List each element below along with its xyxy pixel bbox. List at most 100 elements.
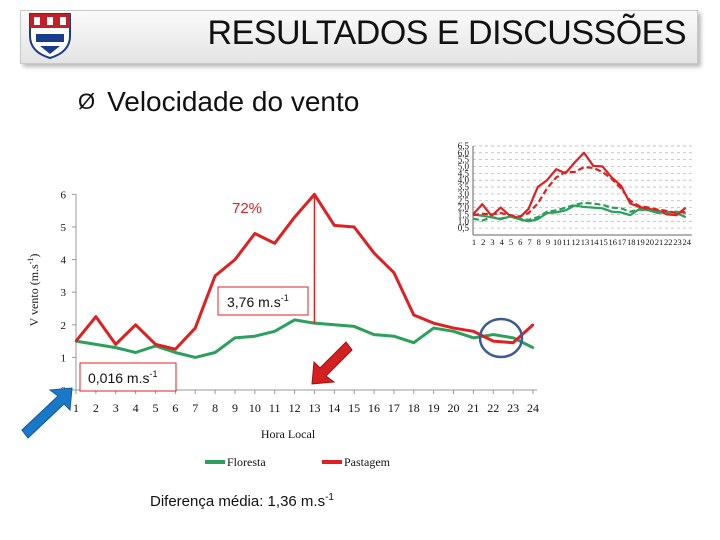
inset-y-tick-label: 0,5 <box>458 223 470 233</box>
x-tick-label: 12 <box>289 401 301 415</box>
inset-x-tick-label: 13 <box>581 237 590 247</box>
inset-x-tick-label: 1 <box>472 237 476 247</box>
x-tick-label: 21 <box>467 401 479 415</box>
x-tick-label: 5 <box>152 401 158 415</box>
inset-background <box>470 143 693 235</box>
data-point-pastagem <box>114 343 117 346</box>
inset-y-tick-label: 4,5 <box>458 168 470 178</box>
data-point-floresta <box>213 351 217 354</box>
inset-x-tick-label: 22 <box>664 237 673 247</box>
data-point-pastagem <box>154 343 157 346</box>
x-tick-label: 10 <box>249 401 261 415</box>
data-point-pastagem <box>472 330 475 333</box>
x-tick-label: 4 <box>133 401 139 415</box>
inset-x-tick-label: 4 <box>500 237 505 247</box>
data-point-floresta <box>452 330 455 333</box>
red-arrow-icon <box>311 341 353 385</box>
x-tick-label: 7 <box>192 401 198 415</box>
data-point-pastagem <box>293 216 296 219</box>
data-point-pastagem <box>134 323 137 326</box>
page-title: RESULTADOS E DISCUSSÕES <box>207 14 687 52</box>
data-point-pastagem <box>213 274 217 278</box>
inset-x-tick-label: 2 <box>481 237 485 247</box>
inset-series-pastagem-dashed <box>472 166 686 218</box>
data-point-pastagem <box>273 242 276 245</box>
data-point-floresta <box>352 325 356 328</box>
legend-label: Floresta <box>227 455 266 469</box>
data-point-floresta <box>293 318 296 322</box>
x-tick-label: 8 <box>212 401 218 415</box>
inset-x-tick-label: 16 <box>609 237 618 247</box>
inset-x-tick-label: 21 <box>655 237 664 247</box>
inset-y-tick-label: 1,5 <box>458 209 470 219</box>
data-point-pastagem <box>174 348 177 351</box>
data-point-floresta <box>194 356 197 359</box>
inset-y-tick-label: 5,0 <box>458 162 470 172</box>
percent-annotation: 72% <box>232 200 262 217</box>
inset-series-pastagem-solid <box>472 151 687 219</box>
data-point-pastagem <box>412 313 415 317</box>
data-point-pastagem <box>372 251 376 255</box>
inset-y-tick-label: 3,0 <box>458 189 470 199</box>
data-point-floresta <box>134 351 137 354</box>
data-point-floresta <box>94 343 98 346</box>
inset-x-tick-label: 12 <box>572 237 581 247</box>
data-point-floresta <box>492 333 495 336</box>
x-tick-label: 24 <box>527 401 539 415</box>
y-tick-label: 4 <box>61 255 67 267</box>
data-point-floresta <box>273 330 276 333</box>
x-tick-label: 18 <box>408 401 420 415</box>
data-point-pastagem <box>452 326 455 330</box>
x-tick-label: 22 <box>487 401 499 415</box>
inset-y-tick-label: 6,0 <box>458 148 470 158</box>
x-tick-label: 16 <box>368 401 380 415</box>
x-tick-label: 13 <box>308 401 320 415</box>
inset-x-tick-label: 18 <box>627 237 636 247</box>
diff-box <box>217 286 309 316</box>
data-point-floresta <box>174 351 177 354</box>
y-tick-label: 1 <box>61 352 67 364</box>
inset-y-tick-label: 5,5 <box>458 155 470 165</box>
data-point-pastagem <box>333 224 336 227</box>
x-tick-label: 11 <box>269 401 281 415</box>
y-tick-label: 6 <box>61 189 67 201</box>
inset-x-tick-label: 24 <box>683 237 692 247</box>
inset-y-tick-label: 1,0 <box>458 216 470 226</box>
inset-x-tick-label: 3 <box>490 237 494 247</box>
data-point-floresta <box>412 341 415 344</box>
inset-x-tick-label: 7 <box>527 237 531 247</box>
inset-x-tick-label: 10 <box>553 237 562 247</box>
legend-label: Pastagem <box>344 455 391 469</box>
x-tick-label: 20 <box>448 401 460 415</box>
data-point-pastagem <box>511 341 515 344</box>
inset-x-tick-label: 11 <box>562 237 570 247</box>
x-tick-label: 9 <box>232 401 238 415</box>
data-point-pastagem <box>233 258 237 261</box>
blue-arrow-icon <box>21 387 73 439</box>
inset-x-tick-label: 17 <box>618 237 627 247</box>
x-tick-label: 3 <box>113 401 119 415</box>
section-heading: Ø Velocidade do vento <box>78 86 359 118</box>
x-tick-label: 17 <box>388 401 400 415</box>
university-crest-icon <box>24 10 76 60</box>
data-point-pastagem <box>492 339 495 343</box>
data-point-floresta <box>511 336 515 340</box>
inset-y-tick-label: 6,5 <box>458 141 470 151</box>
data-point-floresta <box>233 336 237 340</box>
x-axis-label: Hora Local <box>261 427 316 441</box>
data-point-floresta <box>253 335 257 338</box>
inset-x-tick-label: 9 <box>546 237 550 247</box>
inset-chart: 0,51,01,52,02,53,03,54,04,55,05,56,06,5 1… <box>458 141 693 247</box>
inset-x-tick-label: 23 <box>673 237 682 247</box>
data-point-floresta <box>333 323 336 326</box>
data-point-pastagem <box>253 232 257 235</box>
inset-y-tick-label: 2,0 <box>458 203 470 213</box>
header-bar <box>20 10 698 64</box>
y-tick-label: 5 <box>61 222 67 234</box>
inset-x-tick-label: 20 <box>646 237 655 247</box>
x-tick-label: 15 <box>348 401 360 415</box>
x-tick-label: 1 <box>73 401 79 415</box>
inset-x-tick-label: 5 <box>509 237 513 247</box>
data-point-pastagem <box>352 225 356 229</box>
